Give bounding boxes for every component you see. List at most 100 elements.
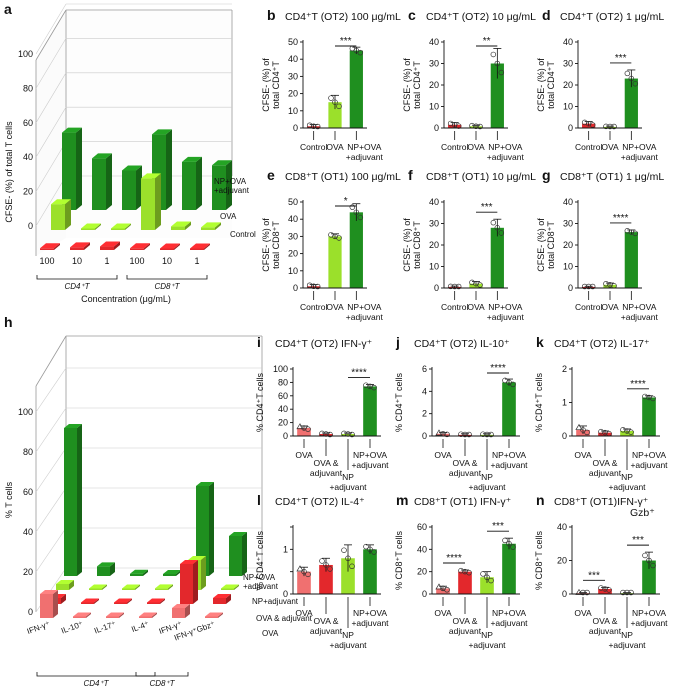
- x-category-label: NP+OVA +adjuvant: [490, 608, 528, 628]
- bar-front: [229, 536, 242, 576]
- bar-side: [209, 482, 214, 576]
- data-point: [606, 587, 612, 593]
- data-point: [451, 122, 458, 128]
- y-tick-label: 40: [557, 522, 567, 532]
- bar-side: [166, 129, 172, 210]
- bar-front: [163, 574, 176, 576]
- bar-side: [155, 173, 161, 230]
- x-category-label: OVA & adjuvant: [589, 616, 622, 636]
- bar-top: [160, 243, 180, 249]
- panel-title: CD8⁺T (OT1)IFN-γ⁺ Gzb⁺: [554, 496, 655, 519]
- data-point: [506, 540, 512, 547]
- bar-front: [51, 204, 65, 230]
- bar-3d: [160, 243, 180, 250]
- y-tick-label: 20: [23, 187, 33, 197]
- data-point: [367, 546, 373, 553]
- data-point: [502, 537, 508, 544]
- x-category-label: NP+OVA +adjuvant: [621, 302, 659, 322]
- y-tick-label: 0: [568, 283, 573, 293]
- data-point: [332, 99, 338, 105]
- bar-3d: [221, 584, 239, 590]
- data-point: [327, 566, 333, 572]
- data-point: [624, 228, 631, 234]
- y-tick-label: 1: [562, 398, 567, 408]
- data-point: [357, 49, 364, 56]
- bar-top: [62, 127, 82, 133]
- y-axis-label: % CD4⁺T cells: [255, 530, 265, 590]
- x-category-label: NP +adjuvant: [608, 630, 646, 650]
- x-category-label: NP +adjuvant: [468, 630, 506, 650]
- panel-c: c CD4⁺T (OT2) 10 μg/mL CFSE- (%) oftotal C…: [402, 7, 536, 162]
- data-point: [628, 429, 634, 435]
- y-tick-label: 40: [429, 197, 439, 207]
- x-category-label: NP +adjuvant: [329, 472, 367, 492]
- data-point: [607, 282, 613, 288]
- panel-letter: b: [267, 7, 276, 23]
- bar-side: [168, 584, 173, 590]
- bar-side: [65, 199, 71, 230]
- bar-top: [97, 562, 115, 567]
- bar-3d: [212, 160, 232, 210]
- bar: [363, 549, 377, 594]
- data-point: [435, 583, 443, 590]
- data-point: [440, 585, 446, 592]
- bar: [642, 560, 656, 594]
- data-point: [620, 589, 626, 596]
- y-tick-label: 4: [422, 386, 427, 396]
- data-point: [490, 219, 497, 226]
- y-tick-label: 20: [278, 418, 288, 428]
- bar-3d: [213, 594, 231, 604]
- bar-3d: [201, 222, 221, 230]
- series-label: OVA & adjuvant: [256, 614, 313, 623]
- y-tick-label: 40: [23, 152, 33, 162]
- panel-letter: n: [536, 492, 545, 508]
- data-point: [473, 280, 479, 287]
- data-point: [296, 565, 304, 572]
- x-category-label: 100: [129, 256, 144, 266]
- panel-title: CD4⁺T (OT2) IL-10⁺: [414, 338, 510, 350]
- y-tick-label: 0: [568, 123, 573, 133]
- bar-front: [141, 178, 155, 230]
- x-category-label: NP+OVA +adjuvant: [490, 450, 528, 470]
- bar-3d: [73, 612, 91, 618]
- y-tick-label: 100: [18, 49, 33, 59]
- bar-front: [114, 602, 127, 604]
- y-tick-label: 0: [283, 589, 288, 599]
- y-tick-label: 30: [429, 219, 439, 229]
- x-category-label: OVA: [467, 142, 485, 152]
- bar: [436, 588, 450, 594]
- y-tick-label: 30: [563, 219, 573, 229]
- bar-side: [193, 560, 198, 604]
- bar-side: [95, 223, 101, 230]
- bar-3d: [205, 612, 223, 618]
- data-point: [371, 549, 377, 555]
- panel-m: m CD8⁺T (OT1) IFN-γ⁺ % CD8⁺T cells 0 20 40 60 O…: [394, 492, 528, 650]
- bar-top: [106, 612, 124, 617]
- y-tick-label: 60: [23, 487, 33, 497]
- bar-side: [69, 580, 74, 590]
- panel-letter: g: [542, 167, 551, 183]
- significance-label: ***: [588, 570, 600, 581]
- data-point: [580, 589, 586, 596]
- y-tick-label: 40: [23, 527, 33, 537]
- panel-d: d CD4⁺T (OT2) 1 μg/mL CFSE- (%) oftotal CD…: [536, 7, 664, 162]
- data-point: [314, 123, 321, 130]
- data-point: [319, 558, 325, 564]
- bar-side: [176, 570, 181, 576]
- x-category-label: OVA: [574, 450, 592, 460]
- group-label: CD8⁺T: [149, 679, 175, 688]
- y-tick-label: 10: [563, 262, 573, 272]
- data-point: [458, 431, 464, 437]
- bar-front: [182, 161, 196, 210]
- data-point: [336, 103, 342, 110]
- bar-front: [64, 428, 77, 576]
- group-bracket: [36, 672, 156, 677]
- data-point: [488, 577, 494, 584]
- data-point: [480, 571, 486, 577]
- y-tick-label: 30: [563, 59, 573, 69]
- data-point: [305, 571, 311, 578]
- bar-3d: [180, 560, 198, 604]
- bar-3d: [40, 590, 58, 618]
- x-category-label: OVA: [434, 450, 452, 460]
